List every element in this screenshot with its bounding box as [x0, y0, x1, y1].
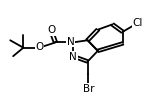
Text: O: O: [47, 25, 55, 35]
Text: O: O: [35, 42, 44, 52]
Text: Cl: Cl: [133, 18, 143, 28]
Text: Br: Br: [83, 84, 94, 93]
Text: N: N: [67, 37, 75, 47]
Text: N: N: [69, 52, 77, 62]
